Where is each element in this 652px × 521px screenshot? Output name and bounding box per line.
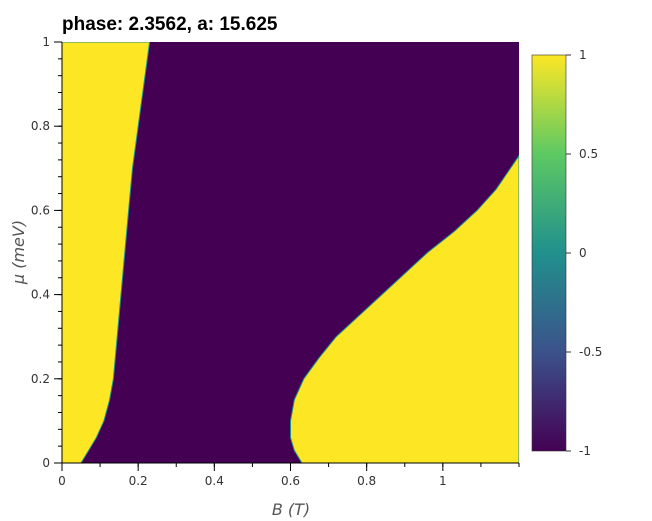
colorbar-tick-label: -0.5 bbox=[579, 345, 602, 359]
y-tick-label: 0 bbox=[42, 456, 50, 470]
colorbar-gradient bbox=[531, 54, 567, 452]
x-tick-label: 0 bbox=[58, 474, 66, 488]
x-tick-label: 0.4 bbox=[205, 474, 224, 488]
colorbar-tick-label: -1 bbox=[579, 444, 591, 458]
y-tick-label: 0.8 bbox=[31, 119, 50, 133]
x-axis-label: B (T) bbox=[272, 500, 310, 519]
y-axis-label: μ (meV) bbox=[9, 220, 28, 285]
plot-area bbox=[62, 42, 519, 463]
x-tick-label: 0.6 bbox=[281, 474, 300, 488]
colorbar-tick-label: 1 bbox=[579, 48, 587, 62]
y-tick-label: 0.6 bbox=[31, 203, 50, 217]
colorbar: 1 0.5 0 -0.5 -1 bbox=[531, 48, 602, 458]
x-tick-label: 0.2 bbox=[129, 474, 148, 488]
colorbar-tick-label: 0.5 bbox=[579, 147, 598, 161]
x-axis: 0 0.2 0.4 0.6 0.8 1 bbox=[58, 462, 520, 488]
x-tick-label: 1 bbox=[439, 474, 447, 488]
y-tick-label: 0.4 bbox=[31, 288, 50, 302]
x-tick-label: 0.8 bbox=[357, 474, 376, 488]
chart-title: phase: 2.3562, a: 15.625 bbox=[62, 14, 278, 35]
y-tick-label: 0.2 bbox=[31, 372, 50, 386]
heatmap-region-right bbox=[290, 154, 519, 463]
heatmap-region-left bbox=[62, 42, 151, 463]
colorbar-tick-label: 0 bbox=[579, 246, 587, 260]
y-axis: 0 0.2 0.4 0.6 0.8 1 bbox=[31, 35, 63, 470]
colorbar-ticks: 1 0.5 0 -0.5 -1 bbox=[566, 48, 602, 458]
y-tick-label: 1 bbox=[42, 35, 50, 49]
